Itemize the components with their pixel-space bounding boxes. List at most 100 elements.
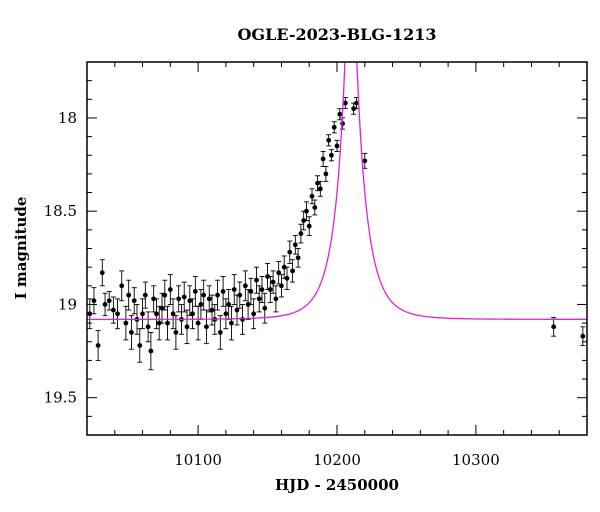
y-tick-label: 18.5 — [44, 202, 77, 220]
data-point — [267, 276, 273, 304]
point-marker — [102, 302, 108, 307]
point-marker — [259, 287, 265, 292]
data-point — [170, 298, 176, 330]
data-point — [215, 279, 221, 311]
point-marker — [187, 298, 193, 304]
data-point — [192, 276, 198, 307]
data-point — [176, 285, 182, 313]
data-point — [270, 270, 276, 294]
data-point — [217, 315, 223, 350]
data-point — [195, 305, 201, 341]
data-point — [148, 331, 154, 371]
data-point — [91, 287, 97, 315]
x-tick-label: 10300 — [452, 451, 500, 469]
point-marker — [231, 287, 237, 292]
data-point — [167, 274, 173, 305]
point-marker — [190, 311, 195, 317]
data-point — [165, 305, 171, 341]
point-marker — [215, 292, 220, 298]
data-point — [580, 326, 586, 346]
point-marker — [181, 294, 187, 300]
point-marker — [91, 298, 97, 304]
plot-frame — [86, 61, 588, 436]
data-point — [184, 309, 190, 345]
point-marker — [204, 324, 209, 330]
data-point — [203, 309, 209, 345]
data-point — [162, 279, 168, 311]
data-point — [323, 165, 329, 182]
point-marker — [123, 320, 129, 326]
point-marker — [184, 324, 190, 330]
point-marker — [162, 292, 168, 298]
point-marker — [354, 100, 359, 106]
point-marker — [295, 255, 301, 261]
data-point — [87, 298, 93, 330]
point-marker — [298, 231, 304, 236]
data-point — [312, 199, 318, 216]
data-point — [190, 298, 196, 330]
point-marker — [284, 275, 290, 281]
data-point — [142, 281, 148, 309]
data-point — [95, 330, 101, 361]
point-marker — [206, 296, 212, 302]
point-marker — [301, 218, 307, 223]
data-point — [334, 139, 340, 152]
point-marker — [265, 274, 270, 279]
point-marker — [254, 277, 259, 283]
data-point — [106, 290, 112, 311]
point-marker — [362, 158, 368, 164]
data-point — [292, 234, 298, 255]
point-marker — [167, 287, 173, 292]
point-marker — [220, 288, 226, 294]
data-point — [173, 315, 179, 350]
data-point — [226, 289, 232, 320]
point-marker — [309, 193, 315, 199]
point-marker — [551, 324, 557, 330]
point-marker — [323, 171, 329, 177]
plot-area — [87, 62, 587, 371]
point-marker — [140, 311, 145, 317]
data-point — [306, 216, 312, 236]
data-point — [551, 317, 557, 337]
point-marker — [234, 307, 240, 313]
data-point — [251, 298, 257, 330]
point-marker — [223, 311, 229, 317]
point-marker — [126, 292, 132, 298]
point-marker — [217, 330, 223, 335]
data-point — [328, 149, 334, 162]
data-point — [237, 281, 243, 309]
point-marker — [137, 343, 143, 348]
point-marker — [192, 288, 198, 294]
data-point — [119, 270, 125, 302]
point-marker — [195, 320, 201, 326]
x-axis-label: HJD - 2450000 — [275, 476, 399, 494]
point-marker — [198, 302, 204, 307]
point-marker — [173, 330, 179, 335]
point-marker — [106, 298, 112, 304]
point-marker — [245, 302, 251, 307]
point-marker — [165, 320, 170, 326]
point-marker — [317, 186, 323, 192]
data-point — [337, 108, 343, 121]
point-marker — [226, 302, 232, 307]
data-point — [201, 279, 207, 311]
data-point — [123, 305, 129, 341]
point-marker — [281, 264, 287, 270]
point-marker — [292, 242, 298, 248]
point-marker — [156, 320, 162, 326]
data-point — [273, 285, 279, 313]
point-marker — [229, 320, 234, 326]
data-point — [248, 277, 254, 305]
data-point — [220, 276, 226, 307]
y-axis-label: I magnitude — [12, 197, 30, 300]
axis-ticks: 10100 10200 10300 18 18.5 19 19.5 — [44, 61, 588, 469]
data-point — [228, 305, 234, 341]
point-marker — [273, 296, 279, 302]
data-point — [351, 102, 357, 115]
point-marker — [312, 205, 318, 210]
point-marker — [248, 288, 254, 294]
data-point — [317, 180, 323, 197]
data-point — [153, 298, 159, 330]
data-point — [240, 304, 246, 335]
point-marker — [334, 143, 340, 149]
